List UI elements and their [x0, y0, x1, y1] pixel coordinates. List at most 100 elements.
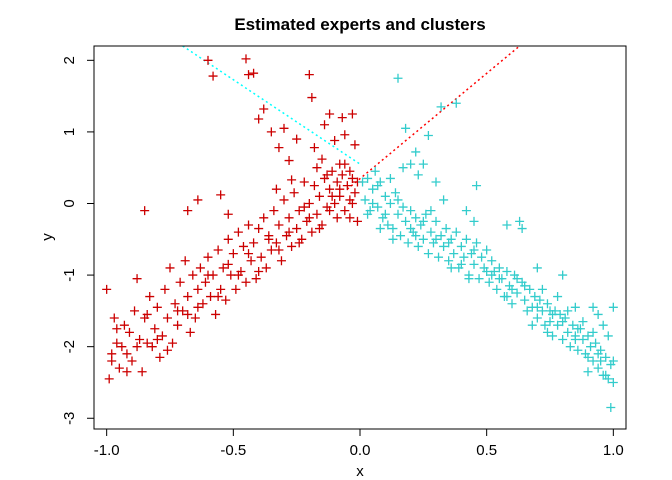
- data-point: [193, 195, 203, 205]
- data-point: [190, 313, 200, 323]
- data-point: [522, 306, 532, 316]
- data-point: [266, 127, 276, 137]
- data-point: [487, 270, 497, 280]
- data-point: [469, 245, 479, 255]
- data-point: [347, 198, 357, 208]
- data-point: [406, 224, 416, 234]
- data-point: [350, 140, 360, 150]
- data-point: [221, 295, 231, 305]
- data-point: [132, 342, 142, 352]
- data-point: [112, 324, 122, 334]
- data-point: [385, 173, 395, 183]
- data-point: [340, 206, 350, 216]
- data-point: [393, 209, 403, 219]
- data-point: [507, 284, 517, 294]
- data-point: [168, 338, 178, 348]
- x-axis: -1.0 -0.5 0.0 0.5 1.0: [94, 428, 624, 459]
- data-point: [583, 367, 593, 377]
- y-axis: -3 -2 -1 0 1 2: [61, 56, 95, 425]
- data-point: [535, 295, 545, 305]
- data-point: [155, 352, 165, 362]
- data-point: [472, 238, 482, 248]
- data-point: [264, 234, 274, 244]
- data-point: [206, 292, 216, 302]
- data-point: [502, 220, 512, 230]
- data-point: [145, 292, 155, 302]
- data-point: [426, 227, 436, 237]
- data-point: [406, 159, 416, 169]
- data-point: [107, 349, 117, 359]
- data-point: [537, 306, 547, 316]
- data-point: [484, 277, 494, 287]
- data-point: [418, 216, 428, 226]
- data-point: [327, 166, 337, 176]
- data-point: [223, 234, 233, 244]
- data-point: [162, 313, 172, 323]
- data-point: [548, 331, 558, 341]
- data-point: [558, 270, 568, 280]
- plot-area: [102, 46, 618, 413]
- data-point: [370, 166, 380, 176]
- data-point: [401, 123, 411, 133]
- data-point: [393, 195, 403, 205]
- data-point: [337, 113, 347, 123]
- data-point: [233, 270, 243, 280]
- data-point: [596, 356, 606, 366]
- data-point: [266, 245, 276, 255]
- data-point: [583, 352, 593, 362]
- data-point: [532, 263, 542, 273]
- data-point: [208, 71, 218, 81]
- data-point: [112, 338, 122, 348]
- data-point: [160, 284, 170, 294]
- cluster-1-points: [102, 54, 362, 384]
- y-tick-label: 0: [61, 199, 78, 207]
- data-point: [502, 292, 512, 302]
- data-point: [444, 238, 454, 248]
- data-point: [231, 284, 241, 294]
- data-point: [512, 274, 522, 284]
- data-point: [393, 73, 403, 83]
- data-point: [345, 213, 355, 223]
- data-point: [269, 206, 279, 216]
- data-point: [140, 206, 150, 216]
- data-point: [449, 249, 459, 259]
- data-point: [542, 327, 552, 337]
- data-point: [373, 181, 383, 191]
- data-point: [461, 206, 471, 216]
- data-point: [570, 302, 580, 312]
- data-point: [188, 270, 198, 280]
- data-point: [540, 320, 550, 330]
- data-point: [175, 277, 185, 287]
- data-point: [127, 356, 137, 366]
- data-point: [332, 177, 342, 187]
- data-point: [388, 234, 398, 244]
- data-point: [588, 356, 598, 366]
- data-point: [102, 284, 112, 294]
- data-point: [385, 198, 395, 208]
- x-tick-label: 1.0: [603, 442, 624, 459]
- data-point: [352, 216, 362, 226]
- data-point: [279, 195, 289, 205]
- data-point: [398, 163, 408, 173]
- data-point: [259, 104, 269, 114]
- data-point: [406, 206, 416, 216]
- data-point: [142, 309, 152, 319]
- data-point: [292, 224, 302, 234]
- data-point: [193, 302, 203, 312]
- data-point: [459, 252, 469, 262]
- data-point: [216, 190, 226, 200]
- data-point: [570, 335, 580, 345]
- data-point: [423, 130, 433, 140]
- data-point: [284, 227, 294, 237]
- data-point: [380, 191, 390, 201]
- data-point: [183, 309, 193, 319]
- data-point: [157, 331, 167, 341]
- data-point: [193, 284, 203, 294]
- data-point: [360, 195, 370, 205]
- data-point: [213, 292, 223, 302]
- data-point: [142, 338, 152, 348]
- data-point: [388, 224, 398, 234]
- data-point: [314, 191, 324, 201]
- data-point: [218, 263, 228, 273]
- data-point: [249, 68, 259, 78]
